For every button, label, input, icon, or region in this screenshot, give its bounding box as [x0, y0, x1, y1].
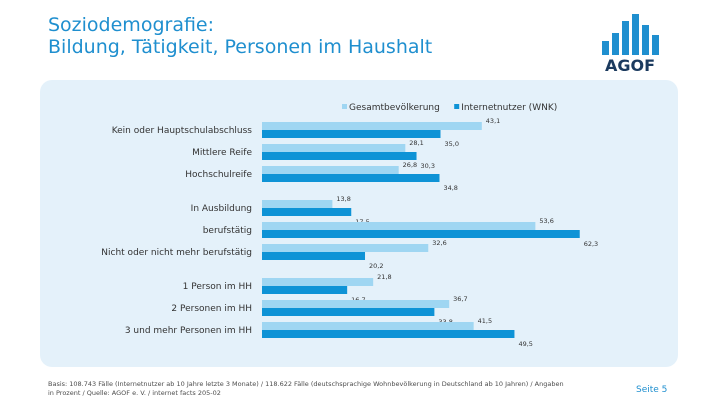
category-label: Mittlere Reife — [192, 148, 252, 158]
bar-internet — [262, 130, 441, 138]
bar-gesamt — [262, 300, 450, 308]
logo-bar-1 — [602, 41, 609, 55]
bar-internet — [262, 308, 435, 316]
bar-internet — [262, 286, 348, 294]
bar-internet — [262, 152, 417, 160]
data-label: 35,0 — [445, 140, 459, 148]
chart-panel: Gesamtbevölkerung Internetnutzer (WNK) Kei… — [40, 80, 678, 367]
bar-chart: Gesamtbevölkerung Internetnutzer (WNK) Kei… — [101, 103, 598, 348]
legend-label-2: Internetnutzer (WNK) — [461, 103, 557, 113]
bar-gesamt — [262, 122, 482, 130]
bar-gesamt — [262, 244, 429, 252]
logo-bar-3 — [622, 21, 629, 55]
data-label: 43,1 — [486, 117, 500, 125]
bar-gesamt — [262, 222, 536, 230]
legend-swatch-2 — [454, 104, 460, 109]
data-label: 36,7 — [453, 295, 467, 303]
data-label: 21,8 — [377, 273, 391, 281]
category-label: Kein oder Hauptschulabschluss — [112, 126, 253, 136]
footnote: Basis: 108.743 Fälle (Internetnutzer ab … — [48, 380, 564, 397]
bar-gesamt — [262, 200, 333, 208]
page-number: Seite 5 — [636, 385, 668, 395]
legend-label-1: Gesamtbevölkerung — [349, 103, 440, 113]
data-label: 53,6 — [539, 217, 553, 225]
agof-logo: AGOF — [602, 14, 659, 73]
data-label: 30,3 — [421, 162, 435, 170]
category-label: berufstätig — [203, 226, 252, 236]
bar-gesamt — [262, 166, 399, 174]
data-label: 41,5 — [478, 317, 492, 325]
title-line-1: Soziodemografie: — [48, 14, 215, 36]
logo-bar-2 — [612, 33, 619, 55]
bar-internet — [262, 208, 352, 216]
data-label: 26,8 — [403, 161, 417, 169]
bar-internet — [262, 252, 366, 260]
logo-bar-4 — [632, 14, 639, 55]
bar-internet — [262, 174, 440, 182]
logo-bar-6 — [652, 35, 659, 55]
bar-gesamt — [262, 278, 374, 286]
data-label: 49,5 — [518, 340, 532, 348]
category-label: Nicht oder nicht mehr berufstätig — [101, 248, 252, 258]
legend-swatch-1 — [342, 104, 347, 109]
category-label: Hochschulreife — [185, 170, 252, 180]
logo-bar-5 — [642, 25, 649, 55]
category-label: In Ausbildung — [191, 204, 252, 214]
bar-internet — [262, 330, 515, 338]
bar-internet — [262, 230, 580, 238]
bar-gesamt — [262, 322, 474, 330]
category-label: 3 und mehr Personen im HH — [125, 326, 252, 336]
page-title: Soziodemografie: Bildung, Tätigkeit, Per… — [48, 14, 432, 58]
category-label: 2 Personen im HH — [171, 304, 252, 314]
data-label: 28,1 — [409, 139, 423, 147]
data-label: 62,3 — [584, 240, 598, 248]
data-label: 13,8 — [336, 195, 350, 203]
data-label: 34,8 — [443, 184, 457, 192]
bar-gesamt — [262, 144, 406, 152]
category-label: 1 Person im HH — [183, 282, 252, 292]
data-label: 20,2 — [369, 262, 383, 270]
title-line-2: Bildung, Tätigkeit, Personen im Haushalt — [48, 36, 433, 58]
data-label: 32,6 — [432, 239, 446, 247]
logo-text: AGOF — [605, 56, 655, 73]
